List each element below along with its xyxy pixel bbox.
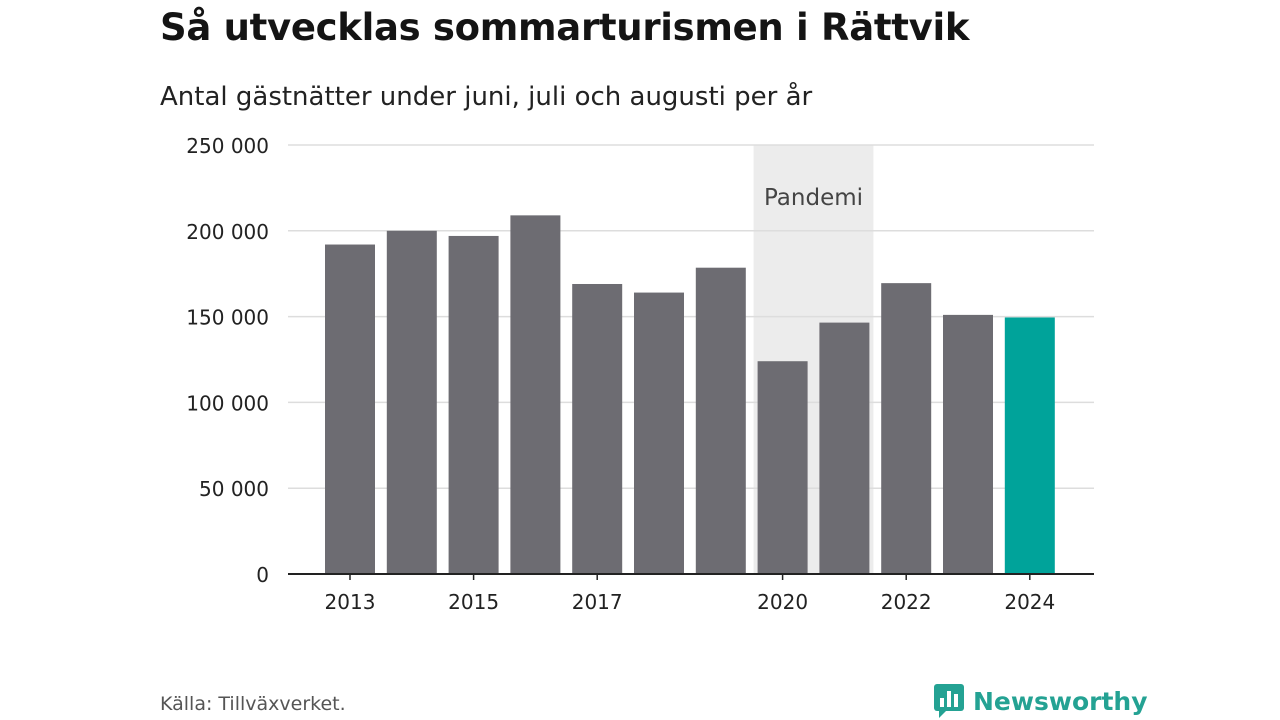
y-tick-label: 250 000: [186, 134, 269, 158]
bar-2019: [695, 267, 746, 574]
bar-2014: [386, 230, 437, 575]
y-tick-label: 200 000: [186, 220, 269, 244]
brand-logo: Newsworthy: [933, 683, 1148, 719]
y-tick-label: 0: [256, 563, 269, 587]
x-tick-label: 2017: [572, 590, 623, 614]
bar-2021: [819, 322, 870, 574]
brand-name: Newsworthy: [973, 686, 1148, 716]
chart-subtitle: Antal gästnätter under juni, juli och au…: [160, 82, 813, 112]
y-tick-label: 150 000: [186, 306, 269, 330]
bar-2024: [1004, 317, 1055, 574]
chart-title: Så utvecklas sommarturismen i Rättvik: [160, 6, 970, 49]
bar-2013: [325, 244, 375, 574]
x-tick-label: 2015: [448, 590, 499, 614]
annotation-label: Pandemi: [764, 185, 863, 211]
bar-2023: [943, 314, 993, 574]
bar-2016: [510, 215, 561, 574]
bar-2022: [881, 283, 932, 574]
newsworthy-logo-icon: [934, 684, 964, 718]
bar-2018: [634, 292, 684, 574]
x-tick-label: 2024: [1004, 590, 1055, 614]
bar-2015: [448, 235, 499, 574]
x-tick-label: 2013: [325, 590, 376, 614]
y-tick-label: 100 000: [186, 391, 269, 415]
bar-chart: Pandemi 0 50 000 100 000 150 000 200 000 250 0…: [186, 134, 1094, 614]
bar-2020: [757, 361, 808, 574]
bar-2017: [572, 283, 623, 574]
x-tick-label: 2020: [757, 590, 808, 614]
y-tick-label: 50 000: [199, 477, 269, 501]
source-note: Källa: Tillväxverket.: [160, 693, 346, 715]
x-tick-label: 2022: [881, 590, 932, 614]
